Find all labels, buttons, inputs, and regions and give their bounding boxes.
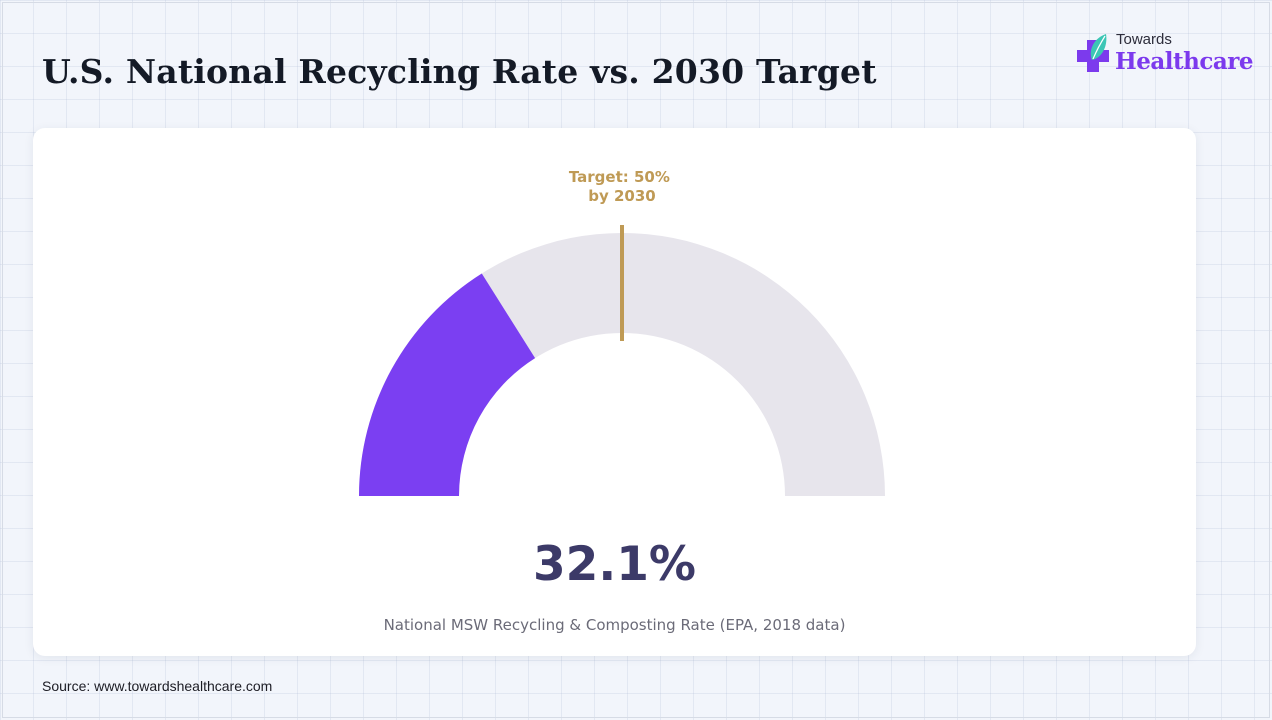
gauge-card: Target: 50% by 2030 32.1% National MSW R…	[33, 128, 1196, 656]
page-title: U.S. National Recycling Rate vs. 2030 Ta…	[42, 52, 877, 91]
gauge-caption: National MSW Recycling & Composting Rate…	[383, 616, 846, 634]
gauge-value-arc	[359, 273, 536, 496]
brand-logo[interactable]: Towards Healthcare	[1072, 30, 1254, 80]
target-label-line-2: by 2030	[588, 187, 656, 205]
source-note: Source: www.towardshealthcare.com	[42, 678, 273, 694]
gauge-value-label: 32.1%	[532, 537, 697, 592]
gauge-target-label: Target: 50% by 2030	[569, 168, 675, 205]
gauge-chart: Target: 50% by 2030	[359, 168, 885, 496]
logo-text-healthcare: Healthcare	[1115, 48, 1254, 75]
logo-text-towards: Towards	[1116, 31, 1172, 48]
target-label-line-1: Target: 50%	[569, 168, 670, 186]
medical-cross-leaf-icon	[1077, 34, 1109, 72]
